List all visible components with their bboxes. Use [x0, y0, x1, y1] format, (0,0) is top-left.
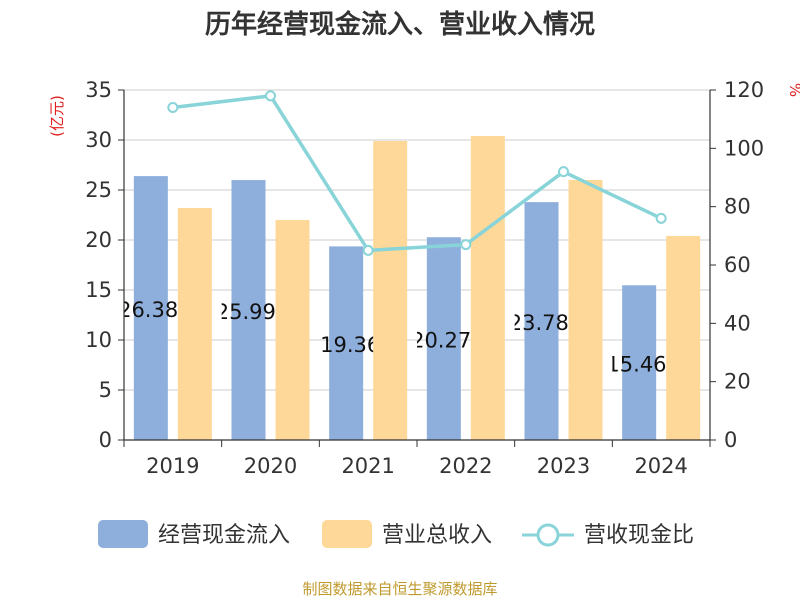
point-ratio: [362, 244, 374, 256]
bar-revenue: [177, 208, 212, 440]
line-ratio: [172, 94, 662, 253]
bar-cash-inflow: [622, 285, 657, 440]
data-label-cash-inflow: 25.992: [216, 300, 289, 324]
right-tick-label: 0: [724, 428, 737, 452]
left-tick-label: 20: [85, 228, 112, 252]
right-tick-label: 40: [724, 311, 751, 335]
point-ratio: [265, 90, 276, 102]
bar-revenue: [666, 236, 701, 440]
right-tick-label: 80: [724, 195, 751, 219]
data-label-cash-inflow: 20.277: [411, 329, 484, 353]
point-ratio: [167, 102, 179, 113]
left-tick-label: 30: [85, 128, 112, 152]
legend-label-revenue: 营业总收入: [382, 523, 492, 548]
source-note: 制图数据来自恒生聚源数据库: [302, 580, 497, 598]
bar-revenue: [275, 220, 310, 440]
bar-cash-inflow: [133, 176, 168, 441]
right-tick-label: 60: [724, 253, 751, 277]
point-ratio: [655, 212, 667, 224]
bar-revenue: [373, 141, 408, 440]
bar-cash-inflow: [524, 202, 559, 440]
legend: 经营现金流入 营业总收入 营收现金比: [98, 520, 694, 548]
chart-title: 历年经营现金流入、营业收入情况: [205, 9, 595, 40]
bar-revenue: [470, 136, 505, 440]
right-tick-label: 20: [724, 370, 751, 394]
x-tick-label: 2023: [537, 454, 590, 478]
right-tick-label: 100: [724, 136, 764, 160]
data-label-cash-inflow: 26.389: [118, 298, 191, 322]
x-tick-label: 2024: [634, 454, 687, 478]
x-tick-label: 2020: [244, 454, 297, 478]
left-tick-label: 25: [85, 178, 112, 202]
legend-label-cash-inflow: 经营现金流入: [158, 523, 290, 548]
left-tick-label: 5: [99, 378, 112, 402]
left-tick-label: 15: [85, 278, 112, 302]
point-ratio: [460, 239, 472, 251]
left-tick-label: 35: [85, 78, 112, 102]
legend-label-ratio: 营收现金比: [584, 523, 694, 548]
bar-layer: [133, 136, 701, 441]
bar-cash-inflow: [426, 237, 461, 440]
legend-marker-ratio: [536, 523, 560, 547]
data-label-cash-inflow: 19.36: [320, 333, 380, 357]
x-tick-label: 2019: [146, 454, 199, 478]
bar-revenue: [568, 180, 603, 440]
data-label-cash-inflow: 23.787: [509, 311, 582, 335]
x-tick-label: 2021: [341, 454, 394, 478]
grid-lines: [124, 89, 710, 391]
left-tick-label: 10: [85, 328, 112, 352]
line-layer: [167, 90, 667, 256]
left-tick-label: 0: [99, 428, 112, 452]
data-label-cash-inflow: 15.469: [606, 353, 679, 377]
bar-cash-inflow: [329, 246, 364, 440]
right-tick-label: 120: [724, 78, 764, 102]
legend-swatch-cash-inflow: [98, 520, 148, 548]
legend-swatch-revenue: [322, 520, 372, 548]
right-axis-unit: %: [786, 83, 800, 97]
x-tick-label: 2022: [439, 454, 492, 478]
axes: 0 5 10 15 20 25 30 35 0 20 40 60 80 100 120 2019 2020 202…: [85, 78, 764, 478]
point-ratio: [558, 166, 569, 178]
bar-cash-inflow: [231, 180, 266, 440]
data-label-layer: 26.389 25.992 19.36 20.277 23.787 15.469: [118, 298, 679, 377]
left-axis-unit: (亿元): [48, 95, 66, 137]
